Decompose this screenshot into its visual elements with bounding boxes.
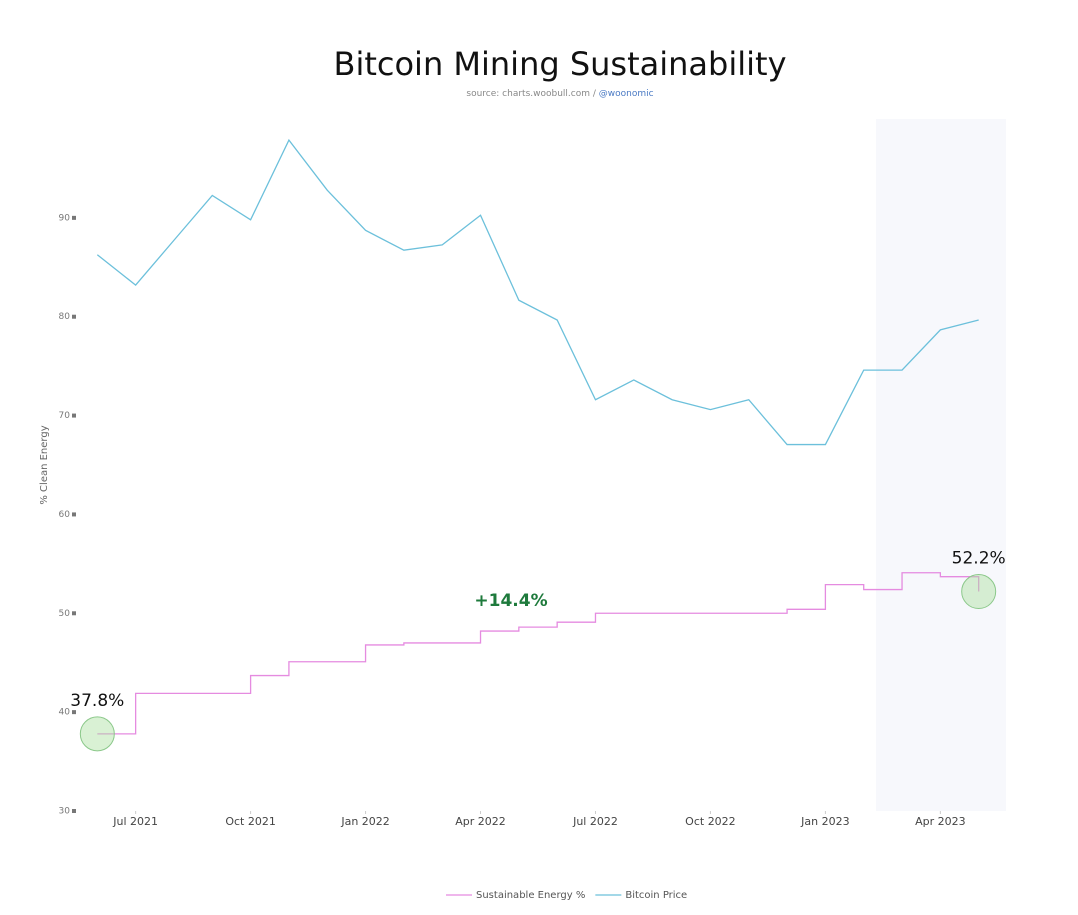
highlight-circle (961, 574, 997, 610)
x-tick-label: Oct 2022 (685, 815, 736, 828)
legend-label: Bitcoin Price (625, 890, 687, 901)
highlight-circle (79, 716, 115, 752)
annotation: 37.8% (70, 691, 124, 711)
x-tick-label: Jul 2022 (572, 815, 618, 828)
y-tick-mark (72, 809, 76, 813)
y-tick-mark (72, 710, 76, 715)
annotation: 52.2% (952, 549, 1006, 569)
y-tick-mark (72, 611, 76, 616)
x-tick-label: Jul 2021 (112, 815, 158, 828)
y-tick-label: 60 (59, 510, 71, 520)
y-tick-label: 90 (59, 213, 71, 223)
y-tick-mark (72, 512, 76, 517)
y-tick-mark (72, 413, 76, 418)
chart-title: Bitcoin Mining Sustainability (333, 45, 786, 83)
series-line (97, 572, 980, 735)
y-tick-label: 50 (59, 609, 71, 619)
y-axis-label: % Clean Energy (39, 425, 50, 504)
x-tick-label: Oct 2021 (225, 815, 276, 828)
annotation: +14.4% (474, 591, 547, 611)
y-tick-mark (72, 314, 76, 319)
highlight-region (876, 119, 1006, 811)
source-text: source: charts.woobull.com / (466, 89, 596, 99)
y-tick-label: 70 (59, 411, 71, 421)
y-tick-mark (72, 215, 76, 220)
x-tick-label: Apr 2023 (915, 815, 966, 828)
source: source: charts.woobull.com / @woonomic (466, 89, 653, 99)
source-handle: @woonomic (599, 89, 654, 99)
x-tick-label: Apr 2022 (455, 815, 506, 828)
y-tick-label: 80 (59, 312, 71, 322)
y-tick-label: 40 (59, 708, 71, 718)
legend-label: Sustainable Energy % (476, 890, 585, 901)
x-tick-label: Jan 2023 (800, 815, 849, 828)
x-tick-label: Jan 2022 (340, 815, 389, 828)
y-tick-label: 30 (59, 807, 71, 817)
series-line (96, 138, 979, 446)
